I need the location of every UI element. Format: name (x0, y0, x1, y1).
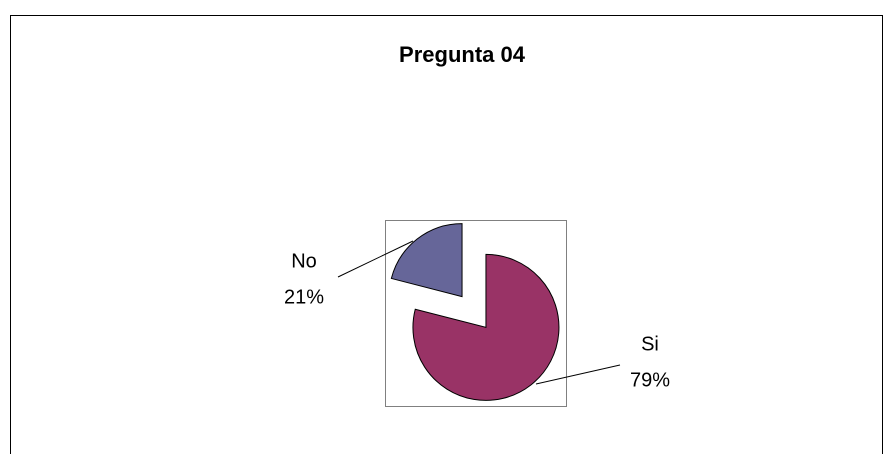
plot-area (385, 220, 567, 407)
slice-label: Si (641, 333, 659, 355)
leader-line (337, 240, 414, 278)
leader-line (535, 364, 621, 385)
chart-title: Pregunta 04 (399, 42, 526, 67)
pie-slice (412, 253, 560, 401)
slice-value-label: 21% (284, 286, 324, 308)
slice-value-label: 79% (630, 369, 670, 391)
slice-label: No (291, 250, 317, 272)
pie-slice (390, 223, 463, 298)
